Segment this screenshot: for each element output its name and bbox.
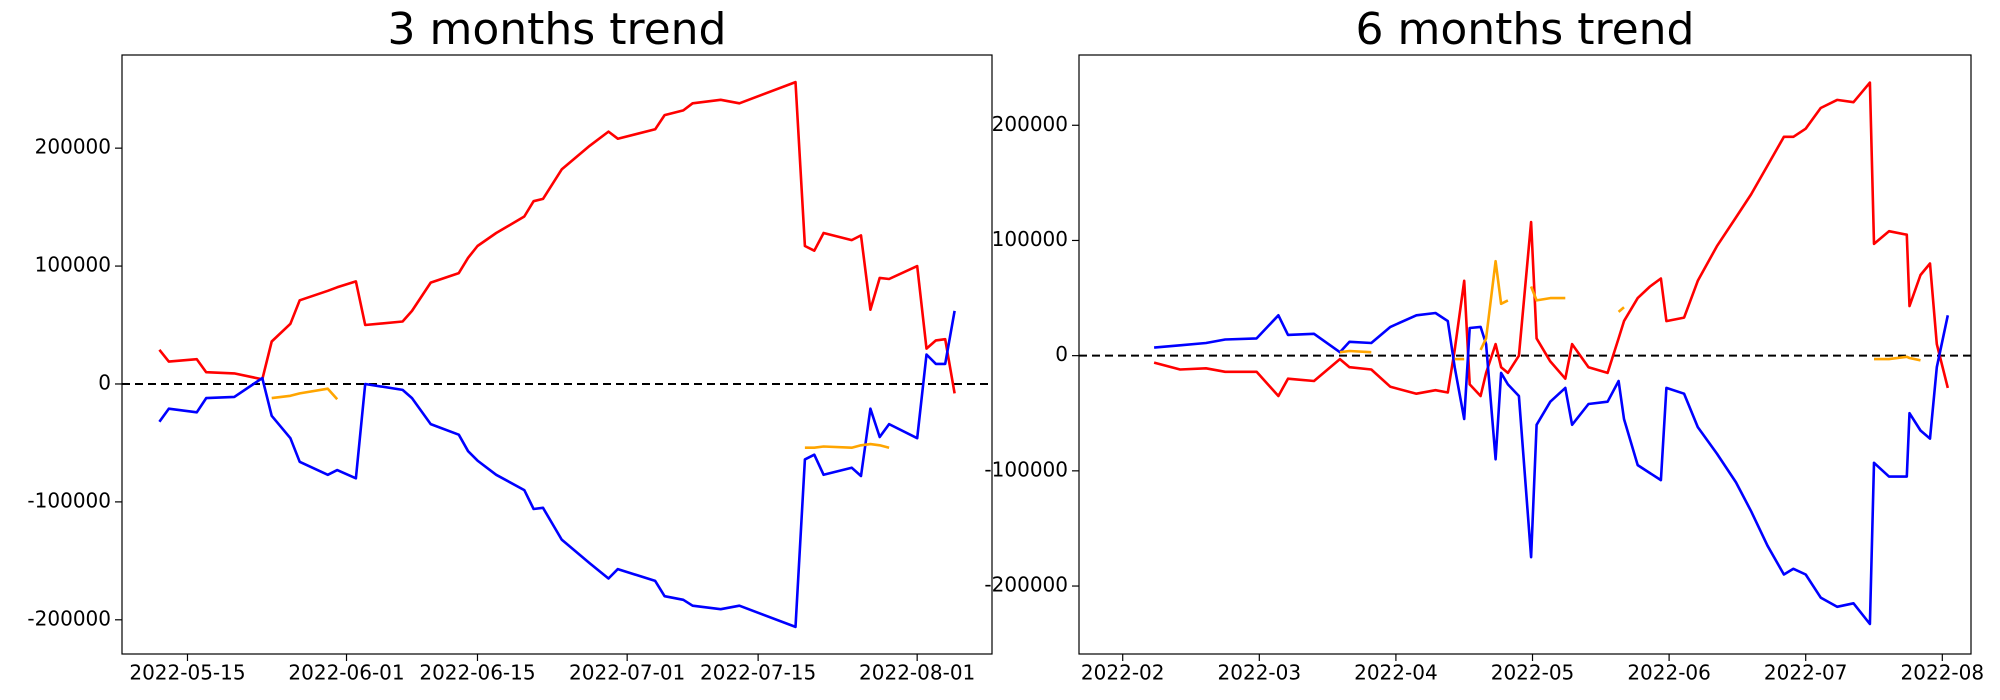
- x-tick-label: 2022-02: [1081, 661, 1165, 685]
- y-tick-label: 100000: [992, 227, 1068, 251]
- x-tick-label: 2022-07: [1764, 661, 1848, 685]
- x-tick-label: 2022-05: [1491, 661, 1575, 685]
- y-tick-label: -100000: [27, 488, 111, 512]
- plot-frame: [1078, 54, 1972, 655]
- series-line: [158, 310, 956, 629]
- y-tick-label: -200000: [984, 573, 1068, 597]
- chart-title: 6 months trend: [1356, 4, 1695, 55]
- x-tick-label: 2022-06: [1627, 661, 1711, 685]
- y-tick-label: 0: [98, 370, 111, 394]
- series-line: [271, 387, 890, 449]
- x-tick-label: 2022-04: [1354, 661, 1438, 685]
- plot-frame: [121, 54, 993, 655]
- x-tick-label: 2022-07-15: [700, 661, 816, 685]
- x-tick-label: 2022-05-15: [129, 661, 245, 685]
- x-tick-label: 2022-06-01: [288, 661, 404, 685]
- y-tick-label: 200000: [992, 112, 1068, 136]
- y-tick-label: -100000: [984, 457, 1068, 481]
- y-tick-label: -200000: [27, 606, 111, 630]
- series-line: [1153, 311, 1950, 626]
- x-tick-label: 2022-07-01: [569, 661, 685, 685]
- y-tick-label: 0: [1055, 342, 1068, 366]
- series-line: [158, 80, 956, 394]
- y-tick-label: 100000: [35, 253, 111, 277]
- chart-title: 3 months trend: [388, 4, 727, 55]
- x-tick-label: 2022-08-01: [859, 661, 975, 685]
- series-line: [1153, 81, 1950, 398]
- series-line: [1339, 259, 1921, 362]
- x-tick-label: 2022-03: [1218, 661, 1302, 685]
- x-tick-label: 2022-06-15: [419, 661, 535, 685]
- x-tick-label: 2022-08: [1901, 661, 1985, 685]
- y-tick-label: 200000: [35, 135, 111, 159]
